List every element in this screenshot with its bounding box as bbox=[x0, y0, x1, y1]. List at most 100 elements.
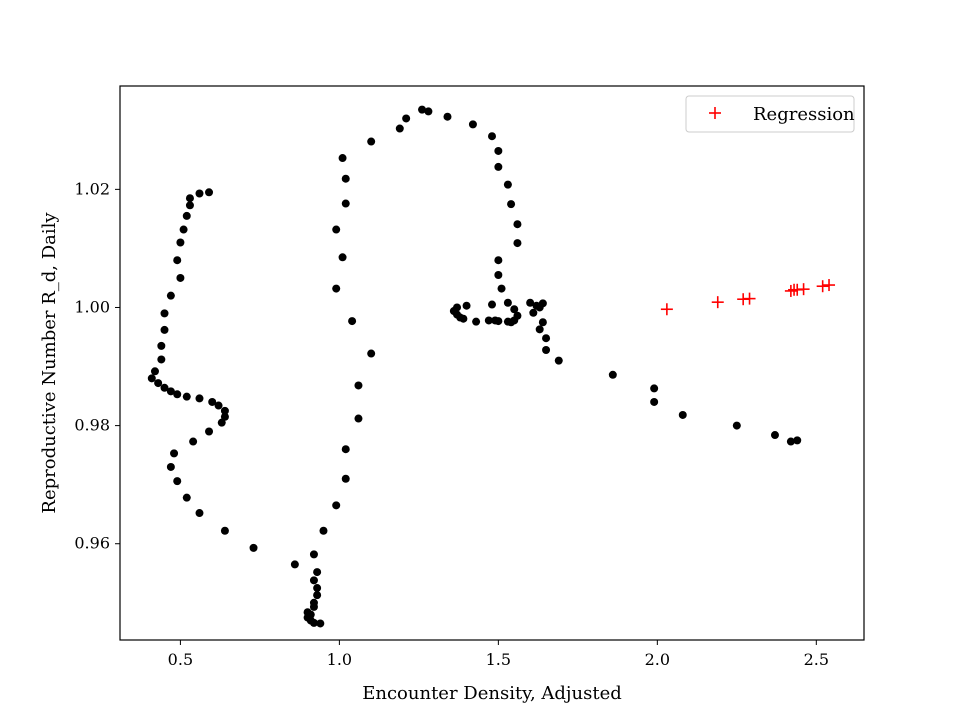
x-tick-label: 2.0 bbox=[645, 650, 670, 669]
data-point bbox=[332, 225, 341, 234]
data-point bbox=[309, 618, 318, 627]
legend-plus-marker bbox=[709, 107, 721, 119]
data-point bbox=[182, 211, 191, 220]
data-point bbox=[220, 412, 229, 421]
data-point bbox=[488, 300, 496, 309]
y-tick-label: 0.96 bbox=[74, 534, 110, 553]
data-point bbox=[160, 383, 169, 392]
data-point bbox=[494, 146, 503, 155]
data-point bbox=[354, 414, 363, 423]
data-point bbox=[205, 188, 214, 197]
data-point bbox=[173, 477, 182, 486]
data-point bbox=[494, 270, 503, 279]
regression-point bbox=[823, 279, 836, 292]
data-point bbox=[316, 619, 325, 628]
data-point bbox=[538, 318, 547, 327]
data-point bbox=[341, 474, 350, 483]
y-axis: 0.96 0.98 1.00 1.02 bbox=[74, 179, 120, 553]
data-point bbox=[529, 308, 538, 317]
data-point bbox=[503, 298, 512, 307]
data-point bbox=[157, 341, 166, 350]
data-point bbox=[554, 356, 563, 365]
data-point bbox=[170, 449, 179, 458]
data-point bbox=[217, 418, 226, 427]
x-tick-label: 1.0 bbox=[327, 650, 352, 669]
data-point bbox=[484, 316, 493, 325]
data-point bbox=[313, 591, 322, 600]
legend-label-regression: Regression bbox=[753, 104, 855, 125]
data-point bbox=[338, 253, 347, 262]
data-point bbox=[513, 220, 522, 229]
data-point bbox=[313, 584, 322, 593]
data-point bbox=[341, 174, 350, 183]
data-point bbox=[185, 201, 194, 210]
data-point bbox=[214, 401, 223, 410]
regression-point bbox=[711, 296, 724, 309]
data-point bbox=[503, 180, 512, 189]
data-point bbox=[542, 346, 551, 355]
data-point bbox=[494, 256, 503, 265]
data-point bbox=[341, 199, 350, 208]
data-point bbox=[195, 189, 204, 198]
data-point bbox=[367, 349, 376, 358]
data-point bbox=[176, 273, 185, 282]
data-point bbox=[535, 325, 544, 334]
data-point bbox=[332, 284, 341, 293]
data-point bbox=[608, 370, 617, 379]
data-point bbox=[332, 501, 341, 510]
data-point bbox=[309, 602, 318, 611]
data-point bbox=[341, 445, 350, 454]
data-point bbox=[402, 114, 411, 123]
data-point bbox=[195, 509, 204, 518]
legend: Regression bbox=[685, 95, 855, 133]
data-point bbox=[494, 317, 503, 326]
data-point bbox=[160, 325, 169, 334]
data-point bbox=[510, 305, 519, 314]
x-axis: 0.5 1.0 1.5 2.0 2.5 bbox=[168, 640, 829, 669]
data-point bbox=[313, 568, 322, 577]
data-point bbox=[189, 437, 198, 446]
data-point bbox=[443, 112, 452, 121]
data-point bbox=[185, 194, 194, 203]
x-axis-label: Encounter Density, Adjusted bbox=[362, 683, 622, 704]
regression-point bbox=[816, 280, 829, 293]
data-point bbox=[348, 317, 357, 326]
data-point bbox=[160, 309, 169, 318]
data-point bbox=[513, 311, 522, 320]
data-point bbox=[395, 124, 404, 133]
y-tick-label: 0.98 bbox=[74, 416, 110, 435]
data-point bbox=[535, 303, 544, 312]
data-point bbox=[494, 162, 503, 171]
legend-marker-regression bbox=[709, 107, 721, 119]
data-point bbox=[468, 120, 477, 129]
data-point bbox=[319, 526, 328, 535]
data-point bbox=[678, 410, 687, 419]
data-point bbox=[497, 284, 506, 293]
data-point bbox=[179, 225, 188, 234]
data-point bbox=[290, 560, 299, 569]
plot-marks bbox=[147, 105, 836, 628]
data-point bbox=[173, 256, 182, 265]
regression-point bbox=[743, 292, 756, 305]
data-point bbox=[220, 526, 229, 535]
regression-point bbox=[797, 283, 810, 296]
data-point bbox=[513, 239, 522, 248]
data-point bbox=[462, 301, 471, 310]
data-point bbox=[793, 436, 802, 445]
data-point bbox=[488, 132, 496, 141]
data-point bbox=[208, 397, 217, 406]
data-point bbox=[732, 421, 741, 430]
x-tick-label: 1.5 bbox=[486, 650, 511, 669]
data-point bbox=[459, 314, 468, 323]
y-tick-label: 1.00 bbox=[74, 297, 110, 316]
data-point bbox=[424, 107, 433, 116]
data-point bbox=[367, 137, 376, 146]
regression-point bbox=[660, 303, 673, 316]
x-tick-label: 0.5 bbox=[168, 650, 193, 669]
data-point bbox=[249, 543, 258, 552]
data-point bbox=[166, 462, 175, 471]
data-point bbox=[166, 387, 175, 396]
data-point bbox=[770, 431, 779, 440]
y-tick-label: 1.02 bbox=[74, 179, 110, 198]
